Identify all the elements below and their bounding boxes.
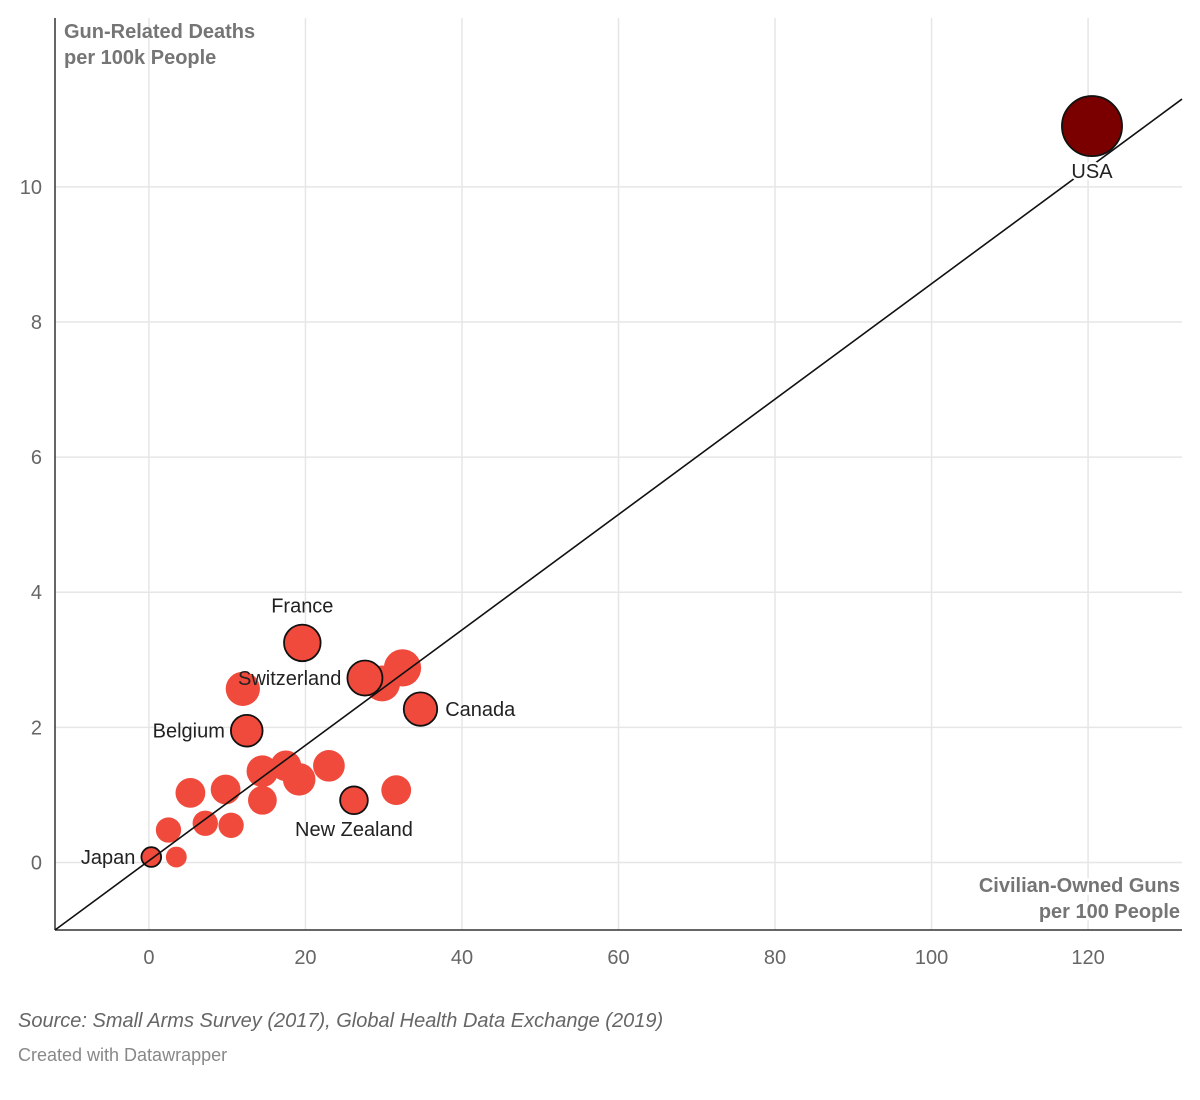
data-point bbox=[282, 763, 316, 796]
data-point bbox=[218, 812, 244, 838]
x-tick-label: 40 bbox=[451, 947, 473, 969]
source-note: Source: Small Arms Survey (2017), Global… bbox=[18, 1010, 664, 1032]
x-tick-label: 0 bbox=[143, 947, 154, 969]
scatter-chart: 0 20 40 60 80 100 120 0 2 4 6 8 10 Japan New Zealand B… bbox=[20, 18, 1183, 969]
data-point bbox=[155, 817, 182, 843]
label-switzerland: Switzerland bbox=[238, 668, 341, 690]
data-point bbox=[248, 785, 277, 815]
data-point bbox=[383, 649, 422, 687]
y-tick-label: 4 bbox=[31, 582, 42, 604]
point-usa bbox=[1061, 95, 1123, 158]
point-switzerland bbox=[346, 659, 384, 697]
data-point bbox=[225, 671, 260, 706]
credit-note: Created with Datawrapper bbox=[18, 1045, 228, 1065]
data-point bbox=[381, 775, 412, 806]
data-point bbox=[192, 810, 218, 836]
data-point bbox=[165, 846, 187, 868]
x-tick-label: 80 bbox=[764, 947, 786, 969]
trend-line bbox=[54, 98, 1183, 931]
point-belgium bbox=[230, 713, 264, 748]
label-canada: Canada bbox=[445, 699, 516, 721]
points-layer bbox=[140, 95, 1123, 868]
x-axis-title: per 100 People bbox=[1039, 901, 1180, 923]
y-tick-label: 6 bbox=[31, 447, 42, 469]
point-new-zealand bbox=[339, 785, 369, 816]
label-usa: USA bbox=[1071, 161, 1113, 183]
x-tick-label: 20 bbox=[294, 947, 316, 969]
y-tick-label: 2 bbox=[31, 717, 42, 739]
labels-layer: Japan New Zealand Belgium Canada Switzerland… bbox=[81, 159, 1116, 869]
data-point bbox=[246, 755, 279, 788]
x-tick-label: 120 bbox=[1071, 947, 1104, 969]
data-point bbox=[210, 774, 241, 805]
data-point bbox=[175, 777, 206, 808]
axis-layer: 0 20 40 60 80 100 120 0 2 4 6 8 10 bbox=[20, 18, 1182, 969]
x-tick-label: 60 bbox=[607, 947, 629, 969]
title-layer: Gun-Related Deaths per 100k People Civilia… bbox=[64, 21, 1183, 926]
label-japan: Japan bbox=[81, 847, 136, 869]
y-axis-title: Gun-Related Deaths bbox=[64, 21, 255, 43]
point-france bbox=[283, 623, 322, 663]
x-tick-label: 100 bbox=[915, 947, 948, 969]
y-tick-label: 8 bbox=[31, 312, 42, 334]
grid-layer bbox=[55, 18, 1182, 930]
y-tick-label: 0 bbox=[31, 852, 42, 874]
label-france: France bbox=[271, 596, 333, 618]
trend-layer bbox=[54, 98, 1183, 931]
y-tick-label: 10 bbox=[20, 177, 42, 199]
point-canada bbox=[402, 691, 439, 727]
label-belgium: Belgium bbox=[153, 721, 225, 743]
data-point bbox=[313, 749, 345, 782]
label-new-zealand: New Zealand bbox=[295, 819, 413, 841]
y-axis-title: per 100k People bbox=[64, 47, 216, 69]
x-axis-title: Civilian-Owned Guns bbox=[979, 875, 1180, 897]
